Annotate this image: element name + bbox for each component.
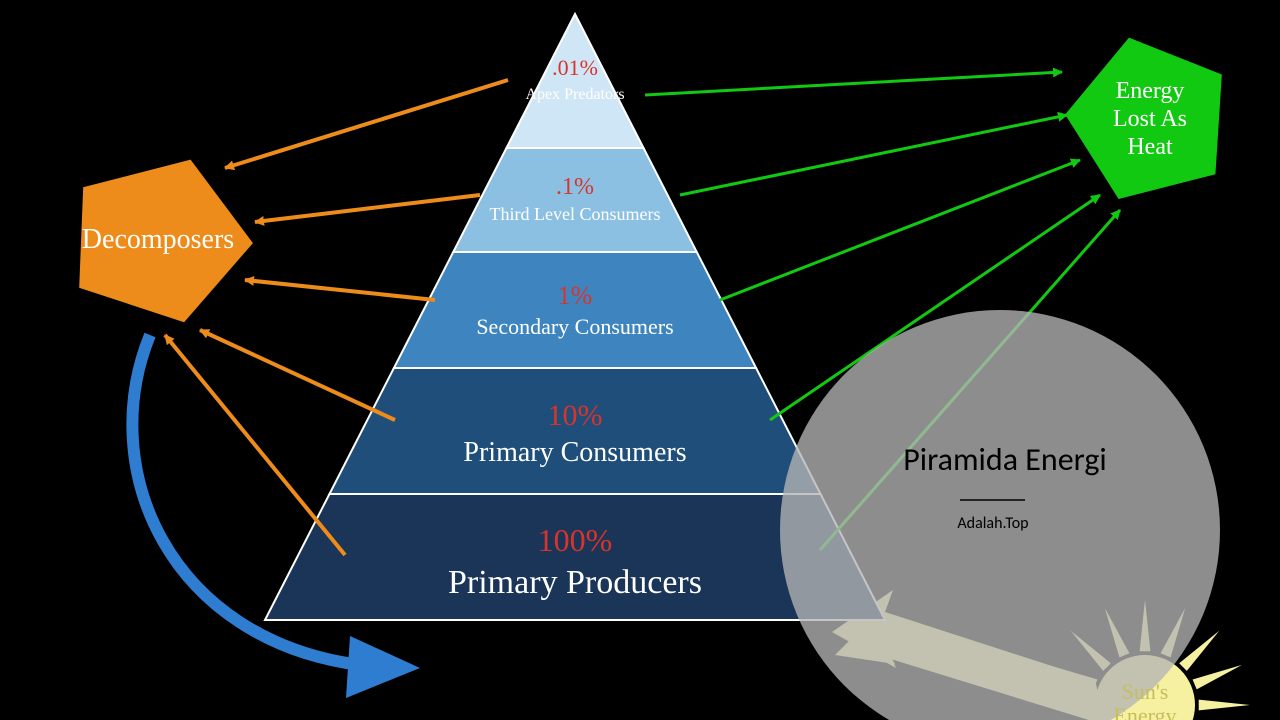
- level-percent: 1%: [558, 281, 593, 310]
- pyramid-level: [506, 14, 643, 148]
- arrow-to-heat: [720, 160, 1080, 300]
- sun-label: Energy: [1113, 703, 1176, 720]
- level-label: Secondary Consumers: [476, 314, 673, 339]
- title-sub: Adalah.Top: [957, 514, 1028, 533]
- level-label: Third Level Consumers: [490, 204, 661, 224]
- arrow-to-decomposers: [165, 335, 345, 555]
- level-percent: .1%: [556, 174, 594, 200]
- pyramid-level: [394, 252, 756, 368]
- pyramid-level: [453, 148, 696, 252]
- level-percent: 10%: [548, 399, 603, 432]
- level-label: Primary Consumers: [463, 437, 686, 468]
- heat-label: Lost As: [1113, 106, 1187, 132]
- level-label: Primary Producers: [448, 564, 702, 601]
- heat-label: Heat: [1127, 134, 1173, 160]
- arrow-to-decomposers: [225, 80, 508, 168]
- arrow-to-heat: [680, 115, 1067, 195]
- heat-label: Energy: [1116, 78, 1185, 104]
- title-main: Piramida Energi: [903, 440, 1106, 479]
- arrow-to-decomposers: [245, 280, 435, 300]
- arrow-to-heat: [645, 72, 1062, 95]
- decomposers-label: Decomposers: [82, 224, 234, 255]
- arrow-to-decomposers: [200, 330, 395, 420]
- energy-pyramid-diagram: .01% Apex Predators .1% Third Level Consume…: [0, 0, 1280, 720]
- arrow-to-decomposers: [255, 195, 480, 222]
- level-percent: .01%: [552, 55, 598, 80]
- sun-label: Sun's: [1122, 679, 1169, 704]
- level-label: Apex Predators: [525, 86, 624, 103]
- level-percent: 100%: [538, 522, 613, 558]
